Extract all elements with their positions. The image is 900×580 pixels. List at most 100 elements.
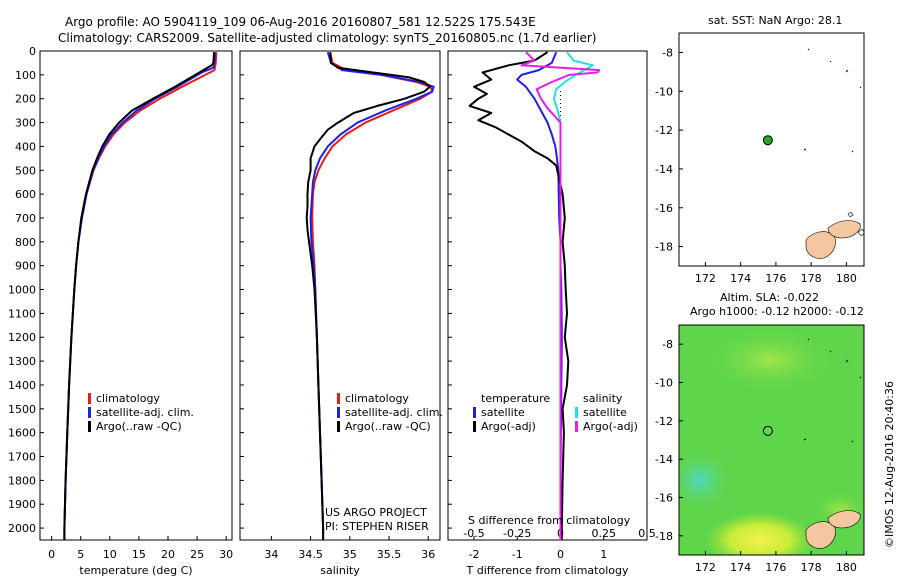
series-line-argo-raw-qc- [63,52,215,540]
map-x-tick-label: 174 [730,272,751,285]
legend-label-satellite: satellite-adj. clim. [96,406,194,419]
legend-label-climatology: climatology [96,392,160,405]
sla-patch [700,325,840,395]
temperature-legend: climatology satellite-adj. clim. Argo(..… [88,392,194,433]
y-tick-label: 800 [15,236,36,249]
x-tick-label: 34.5 [298,548,323,561]
map-frame [678,324,865,556]
legend-swatch-argo [88,421,91,432]
map-x-tick-label: 176 [765,272,786,285]
map-top-title: sat. SST: NaN Argo: 28.1 [708,14,842,27]
map-frame [678,32,865,267]
salinity-legend: climatology satellite-adj. clim. Argo(..… [325,392,443,533]
map-x-tick-label: 180 [836,561,857,574]
island-viti-levu [805,231,836,259]
y-tick-label: 1700 [8,451,36,464]
axes-frame [447,50,648,541]
x-tick-label: 20 [161,548,175,561]
top-tick-label: 0.25 [591,527,616,540]
project-annotation: US ARGO PROJECT [325,506,427,519]
legend-swatch-satellite [337,407,340,418]
map-y-tick-label: -16 [655,492,673,505]
legend-label-argo: Argo(..raw -QC) [96,420,182,433]
y-tick-label: 0 [29,45,36,58]
y-tick-label: 1800 [8,474,36,487]
legend-swatch-climatology [337,393,340,404]
y-tick-label: 1000 [8,284,36,297]
top-tick-label: 0.5 [638,527,656,540]
y-tick-label: 1500 [8,403,36,416]
series-line-temperature-satellite [516,51,563,540]
sla-low-patch [679,452,730,508]
y-tick-label: 300 [15,117,36,130]
pi-annotation: PI: STEPHEN RISER [325,520,429,533]
map-y-tick-label: -8 [662,338,673,351]
y-tick-label: 200 [15,93,36,106]
legend-label-temp-argo: Argo(-adj) [481,420,536,433]
top-tick-label: -0.5 [463,527,484,540]
atolls [803,48,862,153]
y-tick-label: 1200 [8,331,36,344]
y-tick-label: 1400 [8,379,36,392]
legend-swatch-sal-satellite [575,407,578,418]
legend-label-temp-satellite: satellite [481,406,525,419]
legend-swatch-climatology [88,393,91,404]
legend-swatch-sal-argo [575,421,578,432]
y-tick-label: 900 [15,260,36,273]
map-x-tick-label: 178 [801,561,822,574]
y-tick-label: 700 [15,212,36,225]
x-axis-label: T difference from climatology [466,564,629,577]
legend-swatch-temp-satellite [473,407,476,418]
title-line-1: Argo profile: AO 5904119_109 06-Aug-2016… [65,15,536,29]
atolls [803,338,862,443]
x-tick-label: 10 [103,548,117,561]
x-tick-label: 30 [219,548,233,561]
difference-legend: temperature salinity satellite Argo(-adj… [468,392,638,527]
legend-swatch-satellite [88,407,91,418]
series-line-climatology [63,52,218,540]
map-y-tick-label: -18 [655,241,673,254]
x-tick-label: 1 [600,548,607,561]
difference-panel: -2 -1 0 1 T difference from climatology -0.5 -… [447,50,656,577]
x-tick-label: 25 [190,548,204,561]
x-tick-label: -2 [468,548,479,561]
legend-label-sal-argo: Argo(-adj) [583,420,638,433]
series-line-climatology [311,51,434,540]
y-tick-label: 1600 [8,427,36,440]
x-tick-label: 15 [132,548,146,561]
axes-frame [239,50,441,541]
y-tick-label: 500 [15,164,36,177]
map-y-tick-label: -18 [655,530,673,543]
map-axes: 172 174 176 178 180 -8 -10 -12 -14 -16 -18 172 174 17… [655,32,865,574]
series-line-argo-raw-qc- [305,52,431,540]
map-x-tick-label: 172 [695,272,716,285]
legend-label-satellite: satellite-adj. clim. [345,406,443,419]
map-bottom-title-2: Argo h1000: -0.12 h2000: -0.12 [690,305,864,318]
top-map: sat. SST: NaN Argo: 28.1 [708,14,864,259]
x-tick-label: 34 [264,548,278,561]
temperature-panel: 0100200300400500600700800900100011001200… [8,45,233,577]
s-difference-title: S difference from climatology [468,514,631,527]
x-tick-label: 0 [557,548,564,561]
map-y-tick-label: -10 [655,85,673,98]
y-tick-label: 1900 [8,498,36,511]
map-x-tick-label: 172 [695,561,716,574]
title-line-2: Climatology: CARS2009. Satellite-adjuste… [58,31,596,45]
legend-header-salinity: salinity [583,392,623,405]
map-y-tick-label: -16 [655,202,673,215]
series-line-salinity-argo-adj- [520,51,601,540]
map-x-tick-label: 176 [765,561,786,574]
sla-high-patch [705,512,815,555]
sla-field [679,325,864,555]
x-tick-label: 35.5 [377,548,402,561]
y-tick-label: 400 [15,140,36,153]
island-viti-levu [805,521,836,549]
top-map-coastline [803,48,864,259]
y-tick-label: 1100 [8,307,36,320]
series-line-temperature-argo-adj- [468,51,570,540]
map-y-tick-label: -8 [662,46,673,59]
legend-label-climatology: climatology [345,392,409,405]
map-x-tick-label: 174 [730,561,751,574]
bottom-map: Altim. SLA: -0.022 Argo h1000: -0.12 h20… [679,291,864,555]
